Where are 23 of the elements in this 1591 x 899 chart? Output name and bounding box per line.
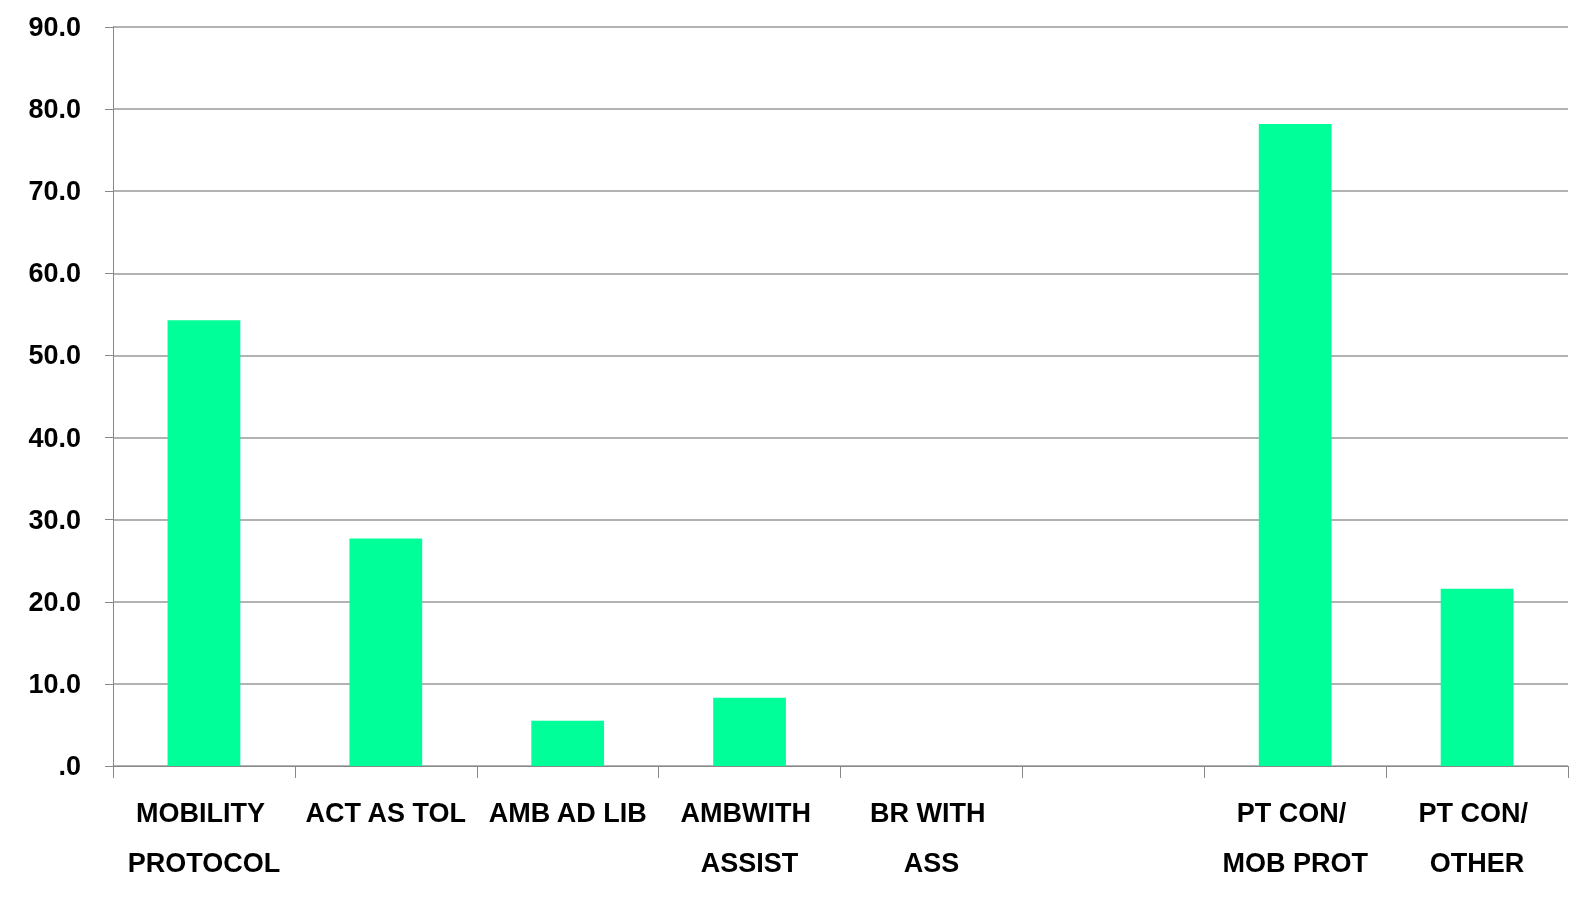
bar: [531, 720, 605, 766]
x-tick-label: MOBILITY PROTOCOL: [127, 798, 281, 878]
x-tick-label: PT CON/ OTHER: [1418, 798, 1536, 878]
x-tick-label: BR WITH ASS: [869, 798, 993, 878]
y-tick-label: 40.0: [28, 422, 81, 453]
bar: [349, 538, 423, 766]
bar: [1440, 588, 1514, 766]
y-tick-label: 60.0: [28, 258, 81, 289]
bar: [1258, 123, 1332, 766]
y-tick-label: 80.0: [28, 94, 81, 125]
y-tick-label: 30.0: [28, 504, 81, 535]
y-tick-label: 20.0: [28, 586, 81, 617]
y-tick-label: .0: [58, 751, 81, 781]
y-tick-label: 50.0: [28, 340, 81, 371]
y-tick-label: 70.0: [28, 176, 81, 207]
bar: [713, 697, 786, 766]
x-tick-label: ACT AS TOL: [305, 798, 467, 828]
y-tick-label: 90.0: [28, 12, 81, 42]
x-tick-label: AMBWITH ASSIST: [680, 798, 819, 878]
bar: [167, 320, 241, 766]
y-tick-label: 10.0: [28, 668, 81, 699]
x-tick-label: AMB AD LIB: [488, 798, 647, 828]
x-tick-label: PT CON/ MOB PROT: [1222, 798, 1369, 878]
